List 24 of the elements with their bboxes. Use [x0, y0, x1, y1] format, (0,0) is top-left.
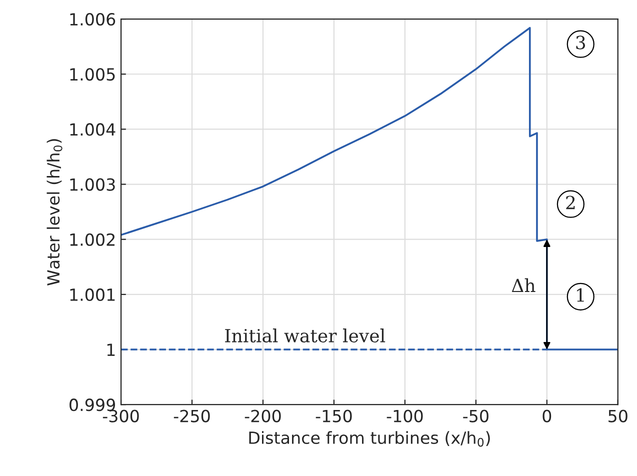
x-tick-label: 50	[608, 410, 628, 422]
annotation: 1	[577, 288, 584, 302]
x-tick-label: -200	[244, 410, 281, 422]
y-tick-label: 1.004	[70, 123, 116, 136]
x-tick-label: -50	[463, 410, 488, 422]
annotation: Initial water level	[225, 328, 386, 342]
annotation: 3	[576, 36, 586, 50]
x-axis-title: Distance from turbines (x/h$_{0}$)	[249, 431, 490, 447]
y-tick-label: 1	[107, 344, 115, 356]
y-axis-title: Water level (h/h$_{0}$)	[46, 139, 62, 286]
line-series	[121, 26, 618, 350]
x-tick-label: -150	[316, 410, 352, 422]
annotation: Δh	[512, 278, 536, 292]
x-tick-label: -300	[102, 410, 139, 422]
y-tick-label: 1.001	[70, 288, 115, 302]
y-tick-label: 1.002	[70, 233, 114, 246]
annotation: 2	[566, 196, 575, 210]
y-tick-label: 1.003	[70, 178, 115, 191]
y-tick-label: 0.999	[70, 398, 115, 412]
x-tick-label: -250	[174, 410, 210, 422]
y-tick-label: 1.006	[70, 13, 116, 26]
y-tick-label: 1.005	[70, 68, 115, 81]
x-tick-label: -100	[386, 410, 423, 422]
x-tick-label: 0	[542, 410, 552, 422]
